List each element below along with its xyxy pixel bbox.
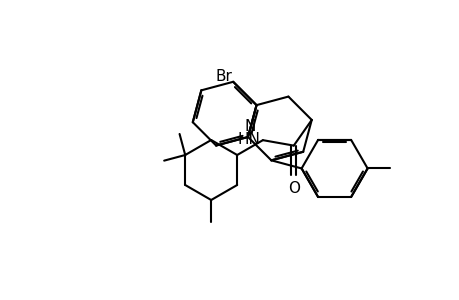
Text: HN: HN [236, 132, 259, 147]
Text: N: N [244, 119, 255, 134]
Text: Br: Br [215, 70, 232, 85]
Text: O: O [287, 181, 299, 196]
